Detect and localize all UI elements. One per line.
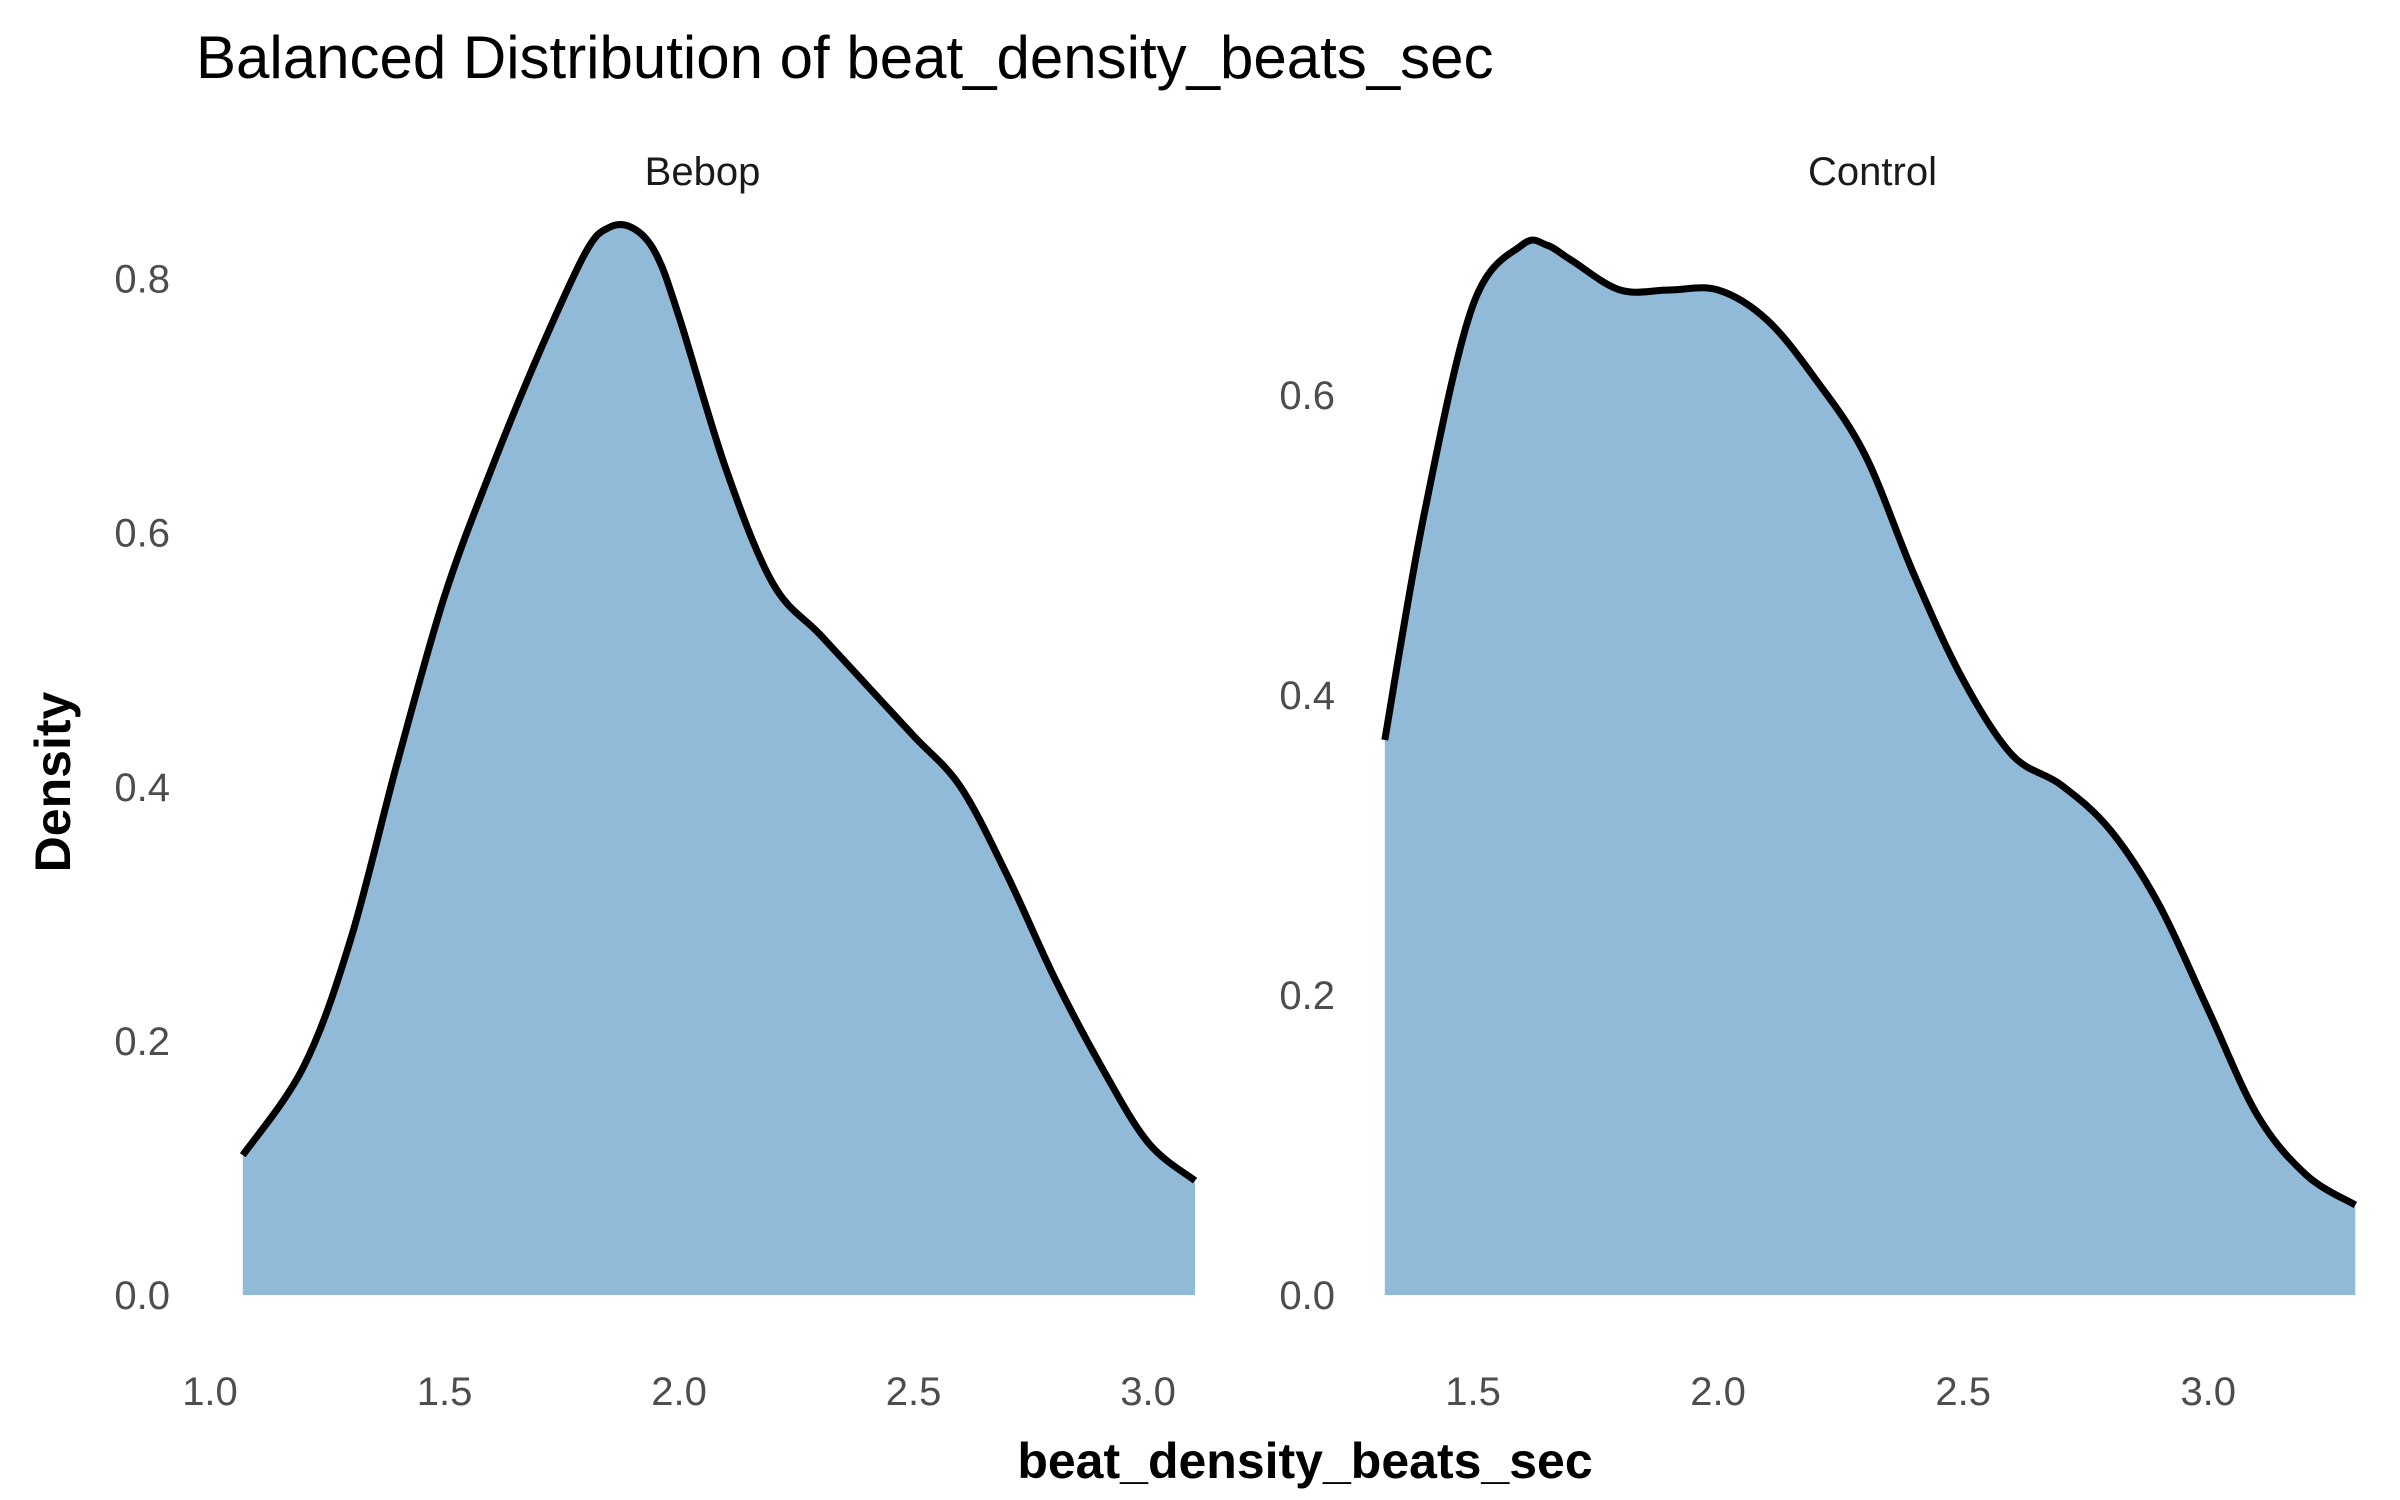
density-line-control — [1381, 236, 2358, 1209]
y-tick-label: 0.6 — [1279, 374, 1335, 418]
x-axis-title: beat_density_beats_sec — [1017, 1433, 1592, 1489]
y-tick-label: 0.0 — [1279, 1274, 1335, 1318]
x-tick-label: 1.0 — [182, 1370, 238, 1414]
y-tick-label: 0.4 — [1279, 674, 1335, 718]
density-area-control — [1384, 239, 2356, 1295]
y-tick-label: 0.6 — [114, 512, 170, 556]
x-tick-label: 2.5 — [886, 1370, 942, 1414]
density-area-bebop — [242, 224, 1196, 1295]
x-tick-label: 2.0 — [1690, 1370, 1746, 1414]
panel-bebop: Bebop 0.0 0.2 0.4 0.6 0.8 1.0 1.5 2.0 2.5 3.0 — [114, 150, 1198, 1414]
x-tick-label: 3.0 — [2180, 1370, 2236, 1414]
x-tick-label: 1.5 — [417, 1370, 473, 1414]
y-tick-label: 0.0 — [114, 1274, 170, 1318]
facet-label-bebop: Bebop — [645, 150, 761, 194]
x-tick-label: 1.5 — [1445, 1370, 1501, 1414]
panel-control: Control 0.0 0.2 0.4 0.6 1.5 2.0 2.5 3.0 — [1279, 150, 2358, 1414]
x-tick-label: 3.0 — [1120, 1370, 1176, 1414]
y-tick-label: 0.2 — [1279, 974, 1335, 1018]
x-tick-label: 2.5 — [1935, 1370, 1991, 1414]
facet-label-control: Control — [1808, 150, 1937, 194]
y-tick-label: 0.2 — [114, 1020, 170, 1064]
y-axis-title: Density — [25, 692, 81, 873]
chart-title: Balanced Distribution of beat_density_be… — [196, 24, 1494, 91]
x-tick-label: 2.0 — [651, 1370, 707, 1414]
y-tick-label: 0.8 — [114, 258, 170, 302]
y-tick-label: 0.4 — [114, 766, 170, 810]
density-line-bebop — [239, 221, 1198, 1184]
